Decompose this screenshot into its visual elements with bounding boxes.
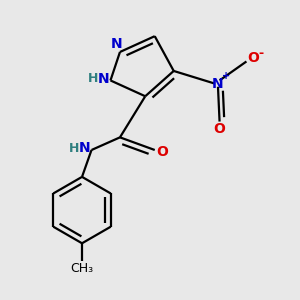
Text: N: N xyxy=(97,72,109,86)
Text: N: N xyxy=(212,76,224,91)
Text: -: - xyxy=(258,47,263,60)
Text: O: O xyxy=(157,145,169,159)
Text: +: + xyxy=(222,71,230,81)
Text: H: H xyxy=(88,72,98,86)
Text: O: O xyxy=(247,51,259,65)
Text: O: O xyxy=(214,122,226,136)
Text: CH₃: CH₃ xyxy=(70,262,94,275)
Text: N: N xyxy=(111,37,123,51)
Text: N: N xyxy=(78,141,90,155)
Text: H: H xyxy=(69,142,79,155)
